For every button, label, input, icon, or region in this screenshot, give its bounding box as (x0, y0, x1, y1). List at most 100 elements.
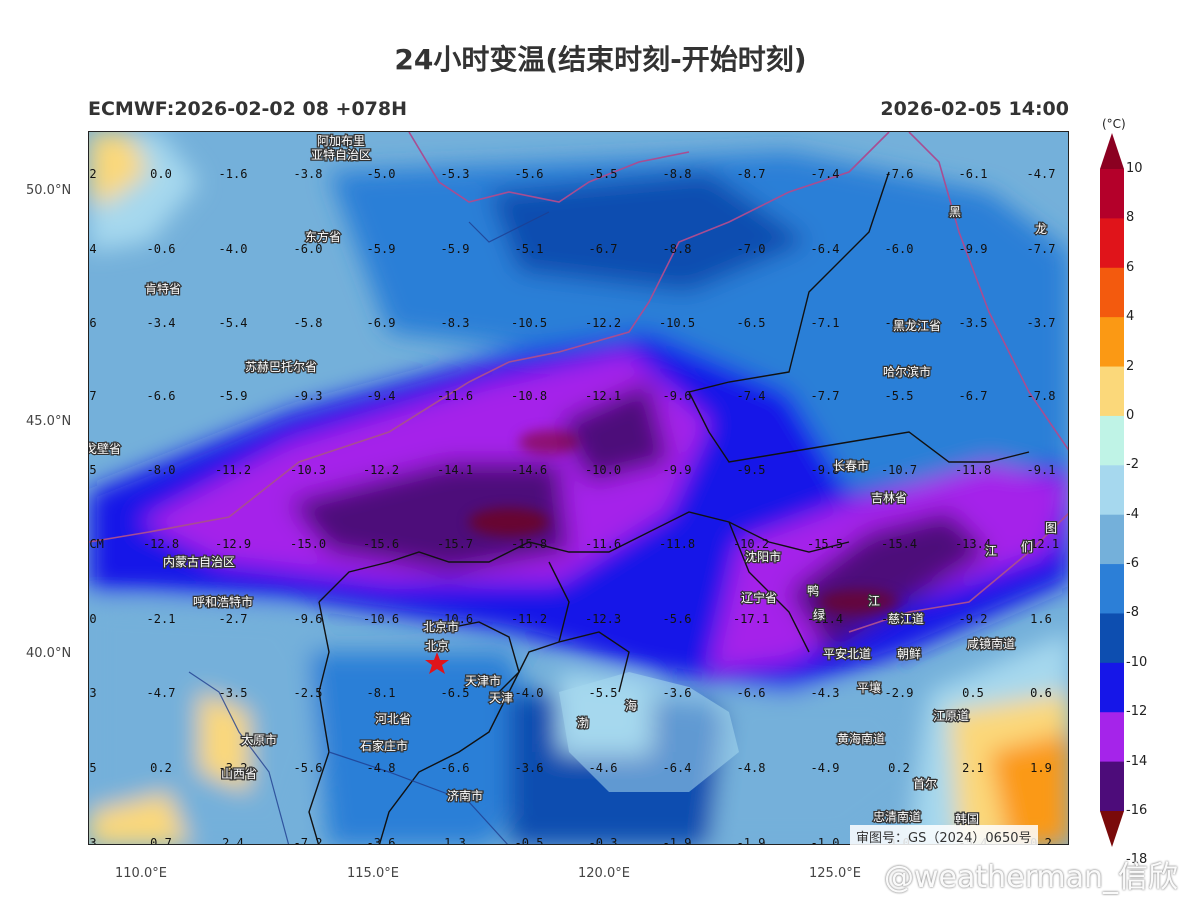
grid-value: -7.2 (294, 836, 323, 845)
grid-value: -6.4 (663, 761, 692, 775)
grid-value: -8.8 (663, 167, 692, 181)
grid-value: -6.6 (737, 686, 766, 700)
grid-value: -1.9 (663, 836, 692, 845)
grid-value: -10.4 (881, 612, 917, 626)
place-label: 苏赫巴托尔省 (245, 359, 317, 374)
lat-label-45: 45.0°N (26, 414, 72, 429)
place-label: 北京 (425, 639, 449, 653)
grid-value: -0.6 (147, 242, 176, 256)
grid-value: 1.6 (1030, 612, 1052, 626)
grid-value: -4.7 (147, 686, 176, 700)
grid-value: -11.2 (215, 463, 251, 477)
colorbar-segment (1100, 133, 1124, 169)
grid-value: 1.9 (1030, 761, 1052, 775)
grid-value: -6.5 (441, 686, 470, 700)
grid-value: -7.6 (885, 167, 914, 181)
grid-value: -6.6 (147, 389, 176, 403)
place-label: 们 (1021, 539, 1033, 554)
grid-value: -3.5 (219, 686, 248, 700)
grid-value: -5.1 (515, 242, 544, 256)
grid-value: -15.7 (437, 537, 473, 551)
grid-value: -5.9 (219, 389, 248, 403)
grid-value: -10.5 (511, 316, 547, 330)
colorbar-tick-label: -8 (1126, 605, 1139, 621)
grid-value: -9.6 (294, 612, 323, 626)
grid-value: -9.2 (959, 612, 988, 626)
grid-value: -1.9 (737, 836, 766, 845)
colorbar-segment (1100, 218, 1124, 269)
place-label: 平安北道 (823, 646, 871, 661)
grid-value: -4.7 (1027, 167, 1056, 181)
place-label: 鸭 (807, 584, 819, 598)
grid-value: -11.8 (955, 463, 991, 477)
grid-value: -5.6 (294, 761, 323, 775)
colorbar-segment (1100, 465, 1124, 516)
colorbar-segment (1100, 564, 1124, 614)
grid-value: -2.9 (885, 686, 914, 700)
grid-value: -10.3 (290, 463, 326, 477)
grid-value: -12.9 (215, 537, 251, 551)
place-label: 太原市 (241, 732, 277, 747)
grid-value: -5.6 (663, 612, 692, 626)
colorbar-tick-label: -2 (1126, 457, 1139, 473)
place-label: 呼和浩特市 (193, 594, 253, 609)
grid-value: 7 (89, 389, 96, 403)
grid-value: 0.2 (888, 761, 910, 775)
place-label: 肯特省 (145, 281, 181, 296)
place-label: 天津 (489, 691, 513, 705)
colorbar-segment (1100, 761, 1124, 812)
grid-value: -7.1 (811, 316, 840, 330)
place-name-layer: 阿加布里亚特自治区东方省肯特省苏赫巴托尔省戈壁省内蒙古自治区呼和浩特市北京市北京… (89, 133, 1058, 828)
place-label: 绿 (813, 607, 825, 622)
grid-value-layer: 2 0.0 -1.6 -3.8 -5.0 -5.3 -5.6 -5.5 -8.8 -8.7 -7.4… (89, 167, 1059, 845)
grid-value: -6.0 (885, 242, 914, 256)
grid-value: -15.6 (363, 537, 399, 551)
grid-value: -6.7 (959, 389, 988, 403)
colorbar-tick-label: -6 (1126, 556, 1139, 572)
place-label: 戈壁省 (89, 441, 121, 456)
colorbar-tick-label: -12 (1126, 704, 1148, 720)
grid-value: 0.2 (1030, 836, 1052, 845)
grid-value: -11.2 (511, 612, 547, 626)
temperature-change-map: 2 0.0 -1.6 -3.8 -5.0 -5.3 -5.6 -5.5 -8.8 -8.7 -7.4… (88, 131, 1069, 845)
grid-value: -12.8 (143, 537, 179, 551)
colorbar-segment (1100, 811, 1124, 847)
place-label: 山西省 (221, 767, 257, 781)
grid-value: -11.8 (659, 537, 695, 551)
grid-value: 5 (89, 761, 96, 775)
place-label: 天津市 (465, 673, 501, 688)
colorbar-tick-label: -16 (1126, 803, 1148, 818)
grid-value: -14.1 (437, 463, 473, 477)
grid-value: -4.8 (367, 761, 396, 775)
lon-label-115: 115.0°E (347, 866, 399, 881)
grid-value: -5.4 (219, 316, 248, 330)
province-borders (308, 171, 1030, 844)
grid-value: -9.4 (367, 389, 396, 403)
colorbar-unit: (°C) (1102, 117, 1126, 131)
grid-value: -0.3 (589, 836, 618, 845)
grid-value: -17.1 (733, 612, 769, 626)
grid-value: ECM (89, 537, 104, 551)
grid-value: -3.6 (663, 686, 692, 700)
colorbar-tick-label: 10 (1126, 161, 1143, 176)
grid-value: 3 (89, 686, 96, 700)
grid-value: 2.1 (962, 761, 984, 775)
grid-value: -8.7 (737, 167, 766, 181)
place-label: 首尔 (913, 776, 937, 791)
grid-value: -9.9 (663, 463, 692, 477)
place-label: 北京市 (423, 619, 459, 634)
place-label: 济南市 (447, 788, 483, 803)
grid-value: -11.6 (585, 537, 621, 551)
grid-value: 4 (89, 242, 96, 256)
rivers (188, 211, 550, 844)
grid-value: -9.3 (294, 389, 323, 403)
place-label: 朝鲜 (897, 647, 921, 661)
grid-value: -4.6 (589, 761, 618, 775)
grid-value: 2 (89, 167, 96, 181)
place-label: 内蒙古自治区 (163, 554, 235, 569)
place-label: 海 (625, 698, 637, 713)
grid-value: -3.2 (219, 761, 248, 775)
colorbar-tick-label: -10 (1126, 654, 1148, 670)
grid-value: -4.8 (737, 761, 766, 775)
grid-value: -3.6 (515, 761, 544, 775)
